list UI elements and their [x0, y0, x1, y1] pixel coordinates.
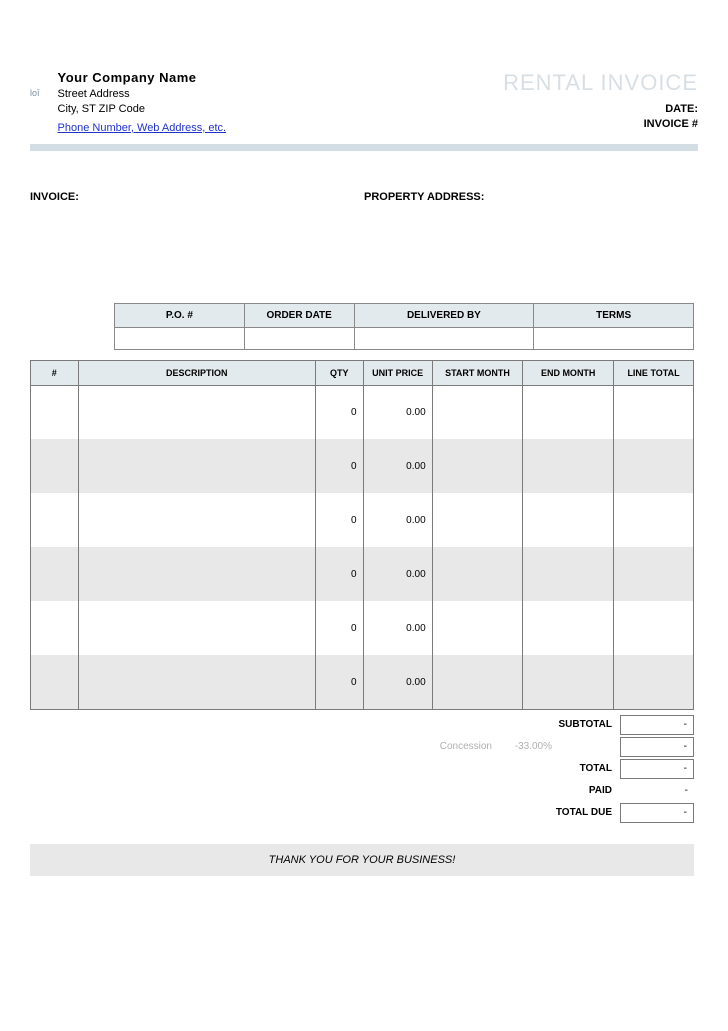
invoice-number-label: INVOICE # [503, 117, 698, 132]
subtotal-label: SUBTOTAL [490, 719, 620, 730]
cell-num [31, 601, 79, 655]
table-row: 00.00 [31, 439, 694, 493]
order-cell-terms [534, 327, 694, 349]
items-header-end: END MONTH [523, 360, 614, 385]
cell-qty: 0 [316, 493, 364, 547]
cell-unit: 0.00 [363, 601, 432, 655]
cell-num [31, 493, 79, 547]
items-header-qty: QTY [316, 360, 364, 385]
concession-percent: -33.00% [500, 741, 560, 752]
cell-unit: 0.00 [363, 655, 432, 709]
subtotal-value: - [620, 715, 694, 735]
cell-unit: 0.00 [363, 385, 432, 439]
items-header-line: LINE TOTAL [614, 360, 694, 385]
cell-qty: 0 [316, 655, 364, 709]
cell-start [432, 439, 523, 493]
cell-num [31, 655, 79, 709]
cell-qty: 0 [316, 385, 364, 439]
order-cell-delivered [354, 327, 534, 349]
order-cell-date [244, 327, 354, 349]
company-street: Street Address [58, 87, 227, 102]
cell-end [523, 439, 614, 493]
property-address-label: PROPERTY ADDRESS: [364, 191, 698, 203]
cell-unit: 0.00 [363, 493, 432, 547]
paid-value: - [620, 781, 694, 801]
items-header-desc: DESCRIPTION [78, 360, 316, 385]
table-row: 00.00 [31, 547, 694, 601]
items-header-num: # [31, 360, 79, 385]
date-label: DATE: [503, 102, 698, 117]
totals-block: SUBTOTAL - Concession -33.00% - TOTAL - … [30, 714, 694, 824]
cell-num [31, 547, 79, 601]
cell-end [523, 493, 614, 547]
cell-qty: 0 [316, 601, 364, 655]
items-header-start: START MONTH [432, 360, 523, 385]
company-name: Your Company Name [58, 70, 227, 85]
table-row: 00.00 [31, 385, 694, 439]
cell-start [432, 493, 523, 547]
cell-line [614, 601, 694, 655]
cell-num [31, 439, 79, 493]
cell-line [614, 439, 694, 493]
cell-end [523, 385, 614, 439]
company-contact-link[interactable]: Phone Number, Web Address, etc. [58, 122, 227, 134]
order-header-po: P.O. # [115, 303, 245, 327]
cell-desc [78, 601, 316, 655]
cell-qty: 0 [316, 439, 364, 493]
cell-line [614, 493, 694, 547]
header: loī Your Company Name Street Address Cit… [30, 70, 698, 136]
cell-end [523, 547, 614, 601]
cell-line [614, 385, 694, 439]
cell-start [432, 655, 523, 709]
header-divider [30, 144, 698, 151]
concession-label: Concession [390, 741, 500, 752]
cell-line [614, 655, 694, 709]
cell-line [614, 547, 694, 601]
company-city: City, ST ZIP Code [58, 102, 227, 117]
invoice-to-label: INVOICE: [30, 191, 364, 203]
cell-desc [78, 493, 316, 547]
cell-desc [78, 547, 316, 601]
cell-desc [78, 655, 316, 709]
table-row: 00.00 [31, 493, 694, 547]
table-row: 00.00 [31, 655, 694, 709]
concession-value: - [620, 737, 694, 757]
order-info-table: P.O. # ORDER DATE DELIVERED BY TERMS [114, 303, 694, 350]
cell-qty: 0 [316, 547, 364, 601]
items-header-unit: UNIT PRICE [363, 360, 432, 385]
cell-start [432, 547, 523, 601]
cell-unit: 0.00 [363, 439, 432, 493]
table-row: 00.00 [31, 601, 694, 655]
cell-end [523, 655, 614, 709]
cell-start [432, 385, 523, 439]
order-header-delivered: DELIVERED BY [354, 303, 534, 327]
due-value: - [620, 803, 694, 823]
line-items-table: # DESCRIPTION QTY UNIT PRICE START MONTH… [30, 360, 694, 710]
thank-you-message: THANK YOU FOR YOUR BUSINESS! [30, 844, 694, 876]
document-title: RENTAL INVOICE [503, 70, 698, 96]
order-cell-po [115, 327, 245, 349]
order-header-date: ORDER DATE [244, 303, 354, 327]
total-value: - [620, 759, 694, 779]
cell-desc [78, 439, 316, 493]
cell-num [31, 385, 79, 439]
cell-desc [78, 385, 316, 439]
cell-start [432, 601, 523, 655]
cell-end [523, 601, 614, 655]
order-header-terms: TERMS [534, 303, 694, 327]
total-label: TOTAL [490, 763, 620, 774]
logo-placeholder: loī [30, 88, 40, 98]
cell-unit: 0.00 [363, 547, 432, 601]
paid-label: PAID [490, 785, 620, 796]
due-label: TOTAL DUE [490, 807, 620, 818]
